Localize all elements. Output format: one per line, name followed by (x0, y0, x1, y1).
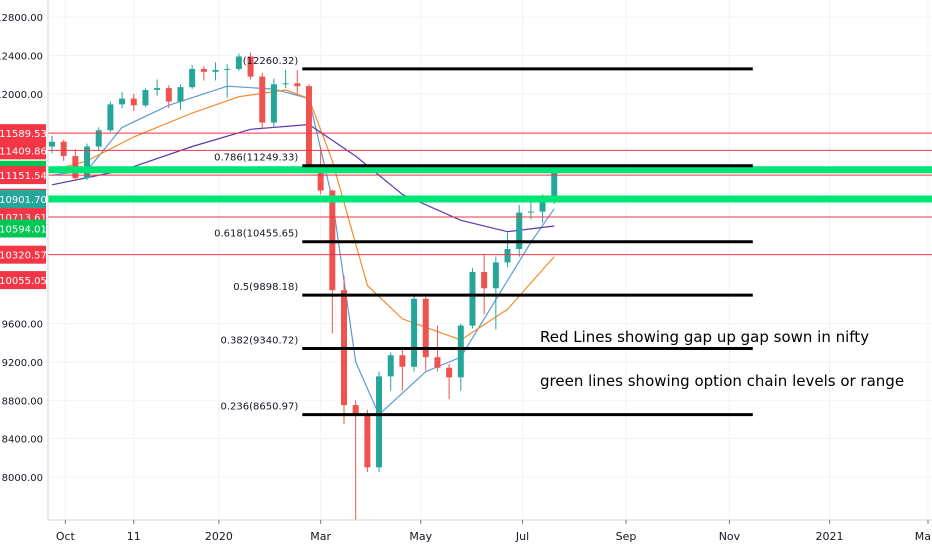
candle (119, 98, 126, 105)
horizontal-lines (48, 132, 932, 256)
candle (411, 298, 418, 367)
candle (84, 146, 91, 179)
fib-level-label: 0.5(9898.18) (233, 282, 298, 293)
price-tick-label: 12800.00 (0, 13, 43, 24)
candle (504, 248, 511, 263)
time-tick-label: Ma (915, 530, 931, 543)
fib-level-label: 0.382(9340.72) (220, 336, 298, 347)
candle (95, 130, 102, 147)
annotation-text: Red Lines showing gap up gap sown in nif… (540, 328, 869, 346)
grid (48, 0, 932, 520)
candle (49, 141, 55, 147)
price-label-text: 11409.86 (0, 146, 47, 157)
candle (130, 98, 137, 106)
candle (352, 405, 359, 415)
candle (270, 84, 277, 123)
candle (282, 83, 289, 85)
price-label-text: 11151.54 (0, 171, 47, 182)
candle (516, 212, 523, 249)
candle (376, 376, 383, 468)
price-tick-label: 9200.00 (2, 358, 43, 369)
candle (387, 355, 394, 377)
time-tick-label: Nov (719, 530, 741, 543)
candle (235, 56, 242, 69)
candle (259, 76, 266, 123)
fib-level-label: 0.618(10455.65) (214, 229, 298, 240)
candle (481, 271, 488, 289)
price-label-text: 10320.57 (0, 251, 47, 262)
candle (457, 325, 464, 378)
candle (399, 355, 406, 367)
fib-level-label: (12260.32) (243, 56, 299, 67)
price-axis[interactable]: 12800.00 12400.00 12000.00 9600.00 9200.00 88… (0, 0, 49, 550)
price-label-badge (0, 219, 46, 238)
price-label-text: 10901.70 (0, 195, 47, 206)
time-axis-background (0, 520, 932, 550)
time-axis[interactable]: Oct 11 2020 Mar May Jul Sep Nov 2021 Ma (0, 519, 932, 550)
time-tick-label: Sep (616, 530, 637, 543)
candle (177, 87, 184, 102)
fib-level-label: 0.236(8650.97) (220, 402, 298, 413)
candle (469, 271, 476, 326)
candle (60, 141, 67, 157)
moving-average-line (51, 89, 555, 341)
time-tick-label: Jul (515, 530, 529, 543)
price-tick-label: 9600.00 (2, 320, 43, 331)
price-label-badge (0, 141, 46, 160)
moving-average-line (51, 123, 555, 233)
moving-average-line (51, 85, 555, 416)
price-label-text: 10055.05 (0, 276, 47, 287)
candle (446, 367, 453, 378)
annotation-text: green lines showing option chain levels … (540, 372, 904, 390)
price-label-text: 11589.53 (0, 129, 47, 140)
candle (539, 199, 546, 212)
candle (142, 90, 149, 106)
candle (364, 414, 371, 468)
price-label-badge (0, 124, 46, 143)
time-tick-label: Oct (56, 530, 76, 543)
candle (551, 171, 558, 200)
candle (247, 56, 254, 77)
candle (107, 104, 114, 131)
price-label-badge (0, 190, 46, 209)
time-tick-label: May (409, 530, 432, 543)
fib-level-label: 0.786(11249.33) (214, 153, 298, 164)
time-tick-label: 2021 (816, 530, 844, 543)
candle (200, 68, 207, 72)
price-label-text: 10594.01 (0, 224, 47, 235)
fibonacci-levels: (12260.32) 0.786(11249.33) 0.618(10455.65)… (214, 56, 753, 417)
price-tick-label: 8400.00 (2, 435, 43, 446)
candle (154, 88, 161, 91)
time-tick-label: Mar (310, 530, 331, 543)
candle (189, 68, 196, 88)
annotations: Red Lines showing gap up gap sown in nif… (540, 328, 904, 390)
candle (492, 262, 499, 289)
price-label-badge (0, 271, 46, 290)
price-tick-label: 12400.00 (0, 52, 43, 63)
candle (527, 211, 534, 213)
time-tick-label: 11 (127, 530, 141, 543)
price-tick-label: 8000.00 (2, 473, 43, 484)
candle (294, 83, 301, 87)
candle (212, 69, 219, 72)
plot-area[interactable] (49, 52, 558, 520)
candle (317, 165, 324, 191)
price-tick-label: 8800.00 (2, 396, 43, 407)
candle (165, 88, 172, 102)
price-label-text: 10713.61 (0, 213, 47, 224)
candle (422, 298, 429, 358)
price-tick-label: 12000.00 (0, 90, 43, 101)
time-tick-label: 2020 (205, 530, 233, 543)
candle (434, 357, 441, 368)
candle (305, 86, 312, 166)
price-label-badge (0, 166, 46, 185)
price-label-badge (0, 245, 46, 264)
candle (224, 68, 231, 70)
